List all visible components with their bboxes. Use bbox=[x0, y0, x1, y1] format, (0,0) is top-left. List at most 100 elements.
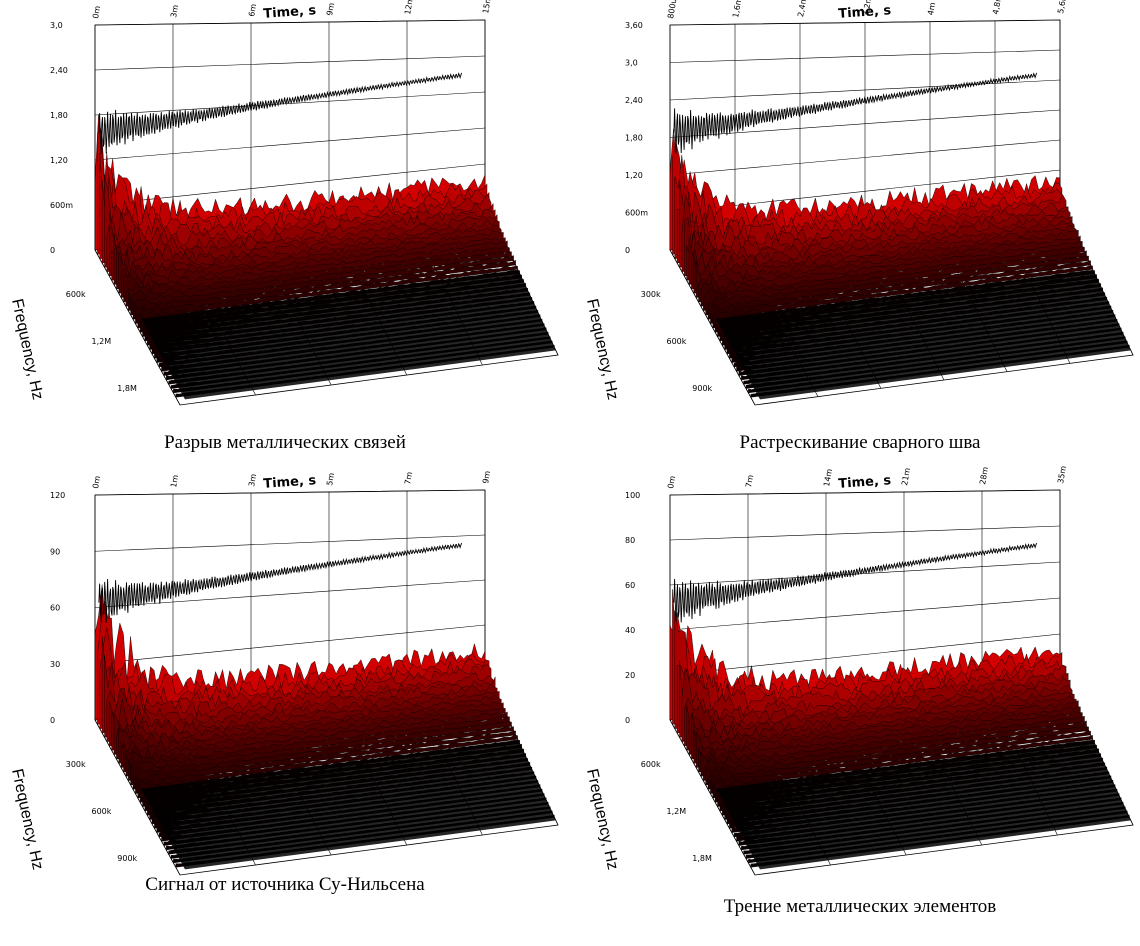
surface-slice bbox=[705, 730, 1091, 786]
waveform bbox=[673, 72, 1038, 154]
freq-tick-label: 1,8M bbox=[692, 854, 712, 863]
grid-line bbox=[94, 534, 486, 552]
amp-tick-label: 0 bbox=[50, 246, 55, 255]
amp-tick-label: 30 bbox=[50, 660, 60, 669]
time-tick-label: 5m bbox=[325, 472, 336, 486]
surface-slice bbox=[703, 725, 1089, 781]
freq-tick-label: 1,8M bbox=[117, 384, 137, 393]
amp-tick-label: 3,60 bbox=[625, 21, 643, 30]
amp-tick-label: 3,0 bbox=[50, 21, 63, 30]
caption: Разрыв металлических связей bbox=[164, 432, 406, 453]
panel: 0 600m 1,20 1,80 2,40 3,0 3,60 800u 1,6m 2,4m 3,2m… bbox=[583, 0, 1134, 453]
panel: 0 600m 1,20 1,80 2,40 3,0 0m 3m 6m 9m 12m 15m 600k 1,… bbox=[8, 0, 559, 453]
grid-line bbox=[94, 91, 486, 116]
time-tick-label: 0m bbox=[91, 5, 102, 19]
grid-line bbox=[94, 55, 486, 71]
grid-line bbox=[669, 597, 1061, 631]
grid-line bbox=[669, 633, 1061, 676]
caption: Растрескивание сварного шва bbox=[740, 432, 982, 453]
amp-tick-label: 2,40 bbox=[625, 96, 643, 105]
time-title: Time, s bbox=[838, 3, 892, 22]
time-tick-label: 5,6m bbox=[1056, 0, 1068, 14]
time-tick-label: 4,8m bbox=[991, 0, 1003, 15]
surface-slice bbox=[132, 734, 518, 790]
time-title: Time, s bbox=[263, 3, 317, 22]
amp-tick-label: 60 bbox=[625, 581, 635, 590]
amp-tick-label: 1,80 bbox=[625, 134, 643, 143]
caption: Сигнал от источника Су-Нильсена bbox=[145, 874, 425, 895]
panel: 0 20 40 60 80 100 0m 7m 14m 21m 28m 35m 600k 1,2M 1,8M… bbox=[583, 465, 1134, 917]
grid-line bbox=[94, 19, 486, 26]
freq-tick-label: 600k bbox=[667, 337, 687, 346]
time-tick-label: 15m bbox=[481, 0, 493, 14]
amp-tick-label: 20 bbox=[625, 671, 635, 680]
freq-tick-label: 600k bbox=[92, 807, 112, 816]
amp-tick-label: 1,80 bbox=[50, 111, 68, 120]
time-tick-label: 9m bbox=[325, 2, 336, 16]
amp-tick-label: 3,0 bbox=[625, 59, 638, 68]
freq-tick-label: 600k bbox=[641, 760, 661, 769]
time-tick-label: 1,6m bbox=[731, 0, 743, 19]
freq-tick-label: 600k bbox=[66, 290, 86, 299]
waveform bbox=[673, 542, 1038, 623]
freq-tick-label: 900k bbox=[117, 854, 137, 863]
freq-tick-label: 900k bbox=[692, 384, 712, 393]
time-tick-label: 4m bbox=[926, 2, 937, 16]
time-tick-label: 35m bbox=[1056, 465, 1068, 484]
surface-slice bbox=[707, 735, 1093, 790]
amp-tick-label: 100 bbox=[625, 491, 640, 500]
surface-floor bbox=[140, 269, 556, 400]
grid-line bbox=[94, 624, 486, 665]
grid-line bbox=[94, 127, 486, 161]
caption: Трение металлических элементов bbox=[724, 896, 997, 917]
amp-tick-label: 600m bbox=[50, 201, 73, 210]
freq-tick-label: 1,2M bbox=[92, 337, 112, 346]
amp-tick-label: 90 bbox=[50, 547, 60, 556]
time-tick-label: 3m bbox=[169, 4, 180, 18]
amp-tick-label: 0 bbox=[625, 246, 630, 255]
freq-title: Frequency, Hz bbox=[583, 767, 621, 871]
time-tick-label: 3m bbox=[247, 473, 258, 487]
amp-tick-label: 1,20 bbox=[625, 171, 643, 180]
surface-slice bbox=[128, 255, 514, 311]
grid-line bbox=[94, 489, 486, 496]
surface-slice bbox=[707, 265, 1093, 320]
freq-title: Frequency, Hz bbox=[8, 297, 46, 401]
amp-tick-label: 0 bbox=[50, 716, 55, 725]
time-tick-label: 7m bbox=[744, 474, 755, 488]
time-tick-label: 12m bbox=[403, 0, 415, 15]
time-tick-label: 0m bbox=[91, 475, 102, 489]
time-tick-label: 14m bbox=[822, 468, 834, 487]
surface-slice bbox=[94, 114, 486, 251]
surface-slice bbox=[94, 584, 486, 721]
surface-slice bbox=[669, 612, 1061, 721]
freq-tick-label: 300k bbox=[641, 290, 661, 299]
amp-tick-label: 2,40 bbox=[50, 66, 68, 75]
time-title: Time, s bbox=[838, 473, 892, 492]
freq-tick-label: 300k bbox=[66, 760, 86, 769]
time-tick-label: 800u bbox=[666, 0, 678, 19]
time-title: Time, s bbox=[263, 473, 317, 492]
amp-tick-label: 600m bbox=[625, 209, 648, 218]
surface-slice bbox=[698, 715, 1085, 773]
panel: 0 30 60 90 120 0m 1m 3m 5m 7m 9m 300k 600k 900k Time, … bbox=[8, 470, 559, 895]
surface-slice bbox=[132, 265, 518, 320]
time-tick-label: 3,2m bbox=[861, 0, 873, 17]
time-tick-label: 1m bbox=[169, 474, 180, 488]
amp-tick-label: 120 bbox=[50, 491, 65, 500]
time-tick-label: 7m bbox=[403, 471, 414, 485]
waveform bbox=[98, 72, 463, 155]
time-tick-label: 28m bbox=[978, 466, 990, 485]
time-tick-label: 2,4m bbox=[796, 0, 808, 18]
amp-tick-label: 60 bbox=[50, 604, 60, 613]
amp-tick-label: 40 bbox=[625, 626, 635, 635]
surface-slice bbox=[703, 255, 1089, 311]
surface-floor bbox=[715, 269, 1131, 400]
grid-line bbox=[669, 561, 1061, 586]
time-tick-label: 21m bbox=[900, 467, 912, 486]
time-tick-label: 6m bbox=[247, 3, 258, 17]
surface-slice bbox=[128, 725, 514, 781]
time-tick-label: 0m bbox=[666, 475, 677, 489]
freq-title: Frequency, Hz bbox=[583, 297, 621, 401]
